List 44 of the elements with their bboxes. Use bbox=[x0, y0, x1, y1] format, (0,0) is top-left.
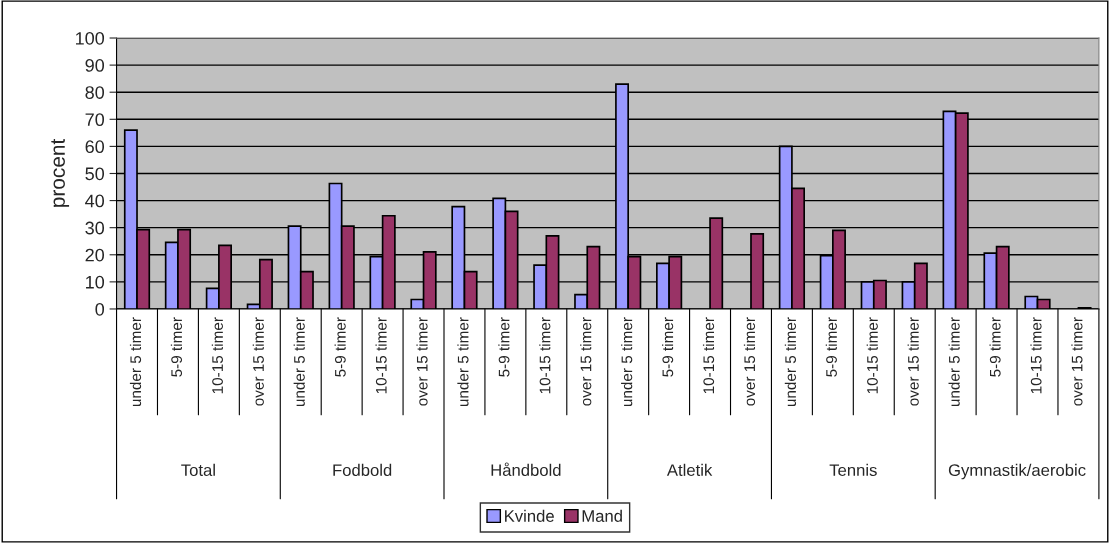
x-tick-label: 5-9 timer bbox=[498, 317, 510, 377]
x-tick-label: 5-9 timer bbox=[825, 317, 837, 377]
x-tick-label: over 15 timer bbox=[1071, 317, 1083, 406]
y-tick-label: 100 bbox=[76, 31, 105, 45]
x-tick-label: 10-15 timer bbox=[539, 317, 551, 394]
legend-label: Mand bbox=[582, 509, 622, 522]
x-tick-label: 10-15 timer bbox=[375, 317, 387, 394]
text: Håndbold bbox=[491, 462, 561, 477]
y-axis-title: procent bbox=[51, 138, 70, 207]
x-tick-label: over 15 timer bbox=[907, 317, 919, 406]
text: Atletik bbox=[666, 463, 713, 477]
y-tick-label: 50 bbox=[85, 167, 105, 181]
y-tick-label: 0 bbox=[95, 302, 105, 316]
y-tick-label: 90 bbox=[85, 59, 105, 72]
legend-label: Kvinde bbox=[505, 509, 554, 522]
y-tick-label: 40 bbox=[85, 194, 105, 208]
y-tick-label: 30 bbox=[85, 221, 105, 235]
y-tick-label: 10 bbox=[86, 275, 105, 289]
x-tick-label: 10-15 timer bbox=[702, 317, 715, 394]
text: Gymnastik/aerobic bbox=[948, 463, 1086, 480]
x-tick-label: 5-9 timer bbox=[334, 317, 346, 377]
x-tick-label: under 5 timer bbox=[621, 317, 633, 407]
y-tick-label: 70 bbox=[85, 113, 105, 127]
x-tick-label: over 15 timer bbox=[252, 317, 264, 406]
x-tick-label: under 5 timer bbox=[129, 317, 142, 407]
x-tick-label: 10-15 timer bbox=[1030, 317, 1042, 394]
x-tick-label: under 5 timer bbox=[457, 317, 469, 407]
x-tick-label: under 5 timer bbox=[784, 317, 797, 407]
text: Tennis bbox=[829, 463, 877, 477]
x-tick-label: 10-15 timer bbox=[211, 317, 223, 394]
text: Fodbold bbox=[333, 463, 392, 477]
x-tick-label: under 5 timer bbox=[293, 317, 305, 407]
y-tick-label: 80 bbox=[85, 86, 105, 99]
y-tick-label: 20 bbox=[85, 248, 105, 262]
x-tick-label: over 15 timer bbox=[743, 317, 756, 406]
y-tick-label: 60 bbox=[85, 140, 105, 154]
x-tick-label: 5-9 timer bbox=[989, 317, 1001, 377]
x-tick-label: 5-9 timer bbox=[170, 317, 183, 377]
text: Total bbox=[181, 463, 215, 477]
x-tick-label: 10-15 timer bbox=[866, 317, 878, 394]
x-tick-label: 5-9 timer bbox=[662, 317, 674, 377]
x-tick-label: over 15 timer bbox=[580, 317, 592, 406]
x-tick-label: over 15 timer bbox=[416, 317, 428, 406]
x-tick-label: under 5 timer bbox=[948, 317, 960, 407]
